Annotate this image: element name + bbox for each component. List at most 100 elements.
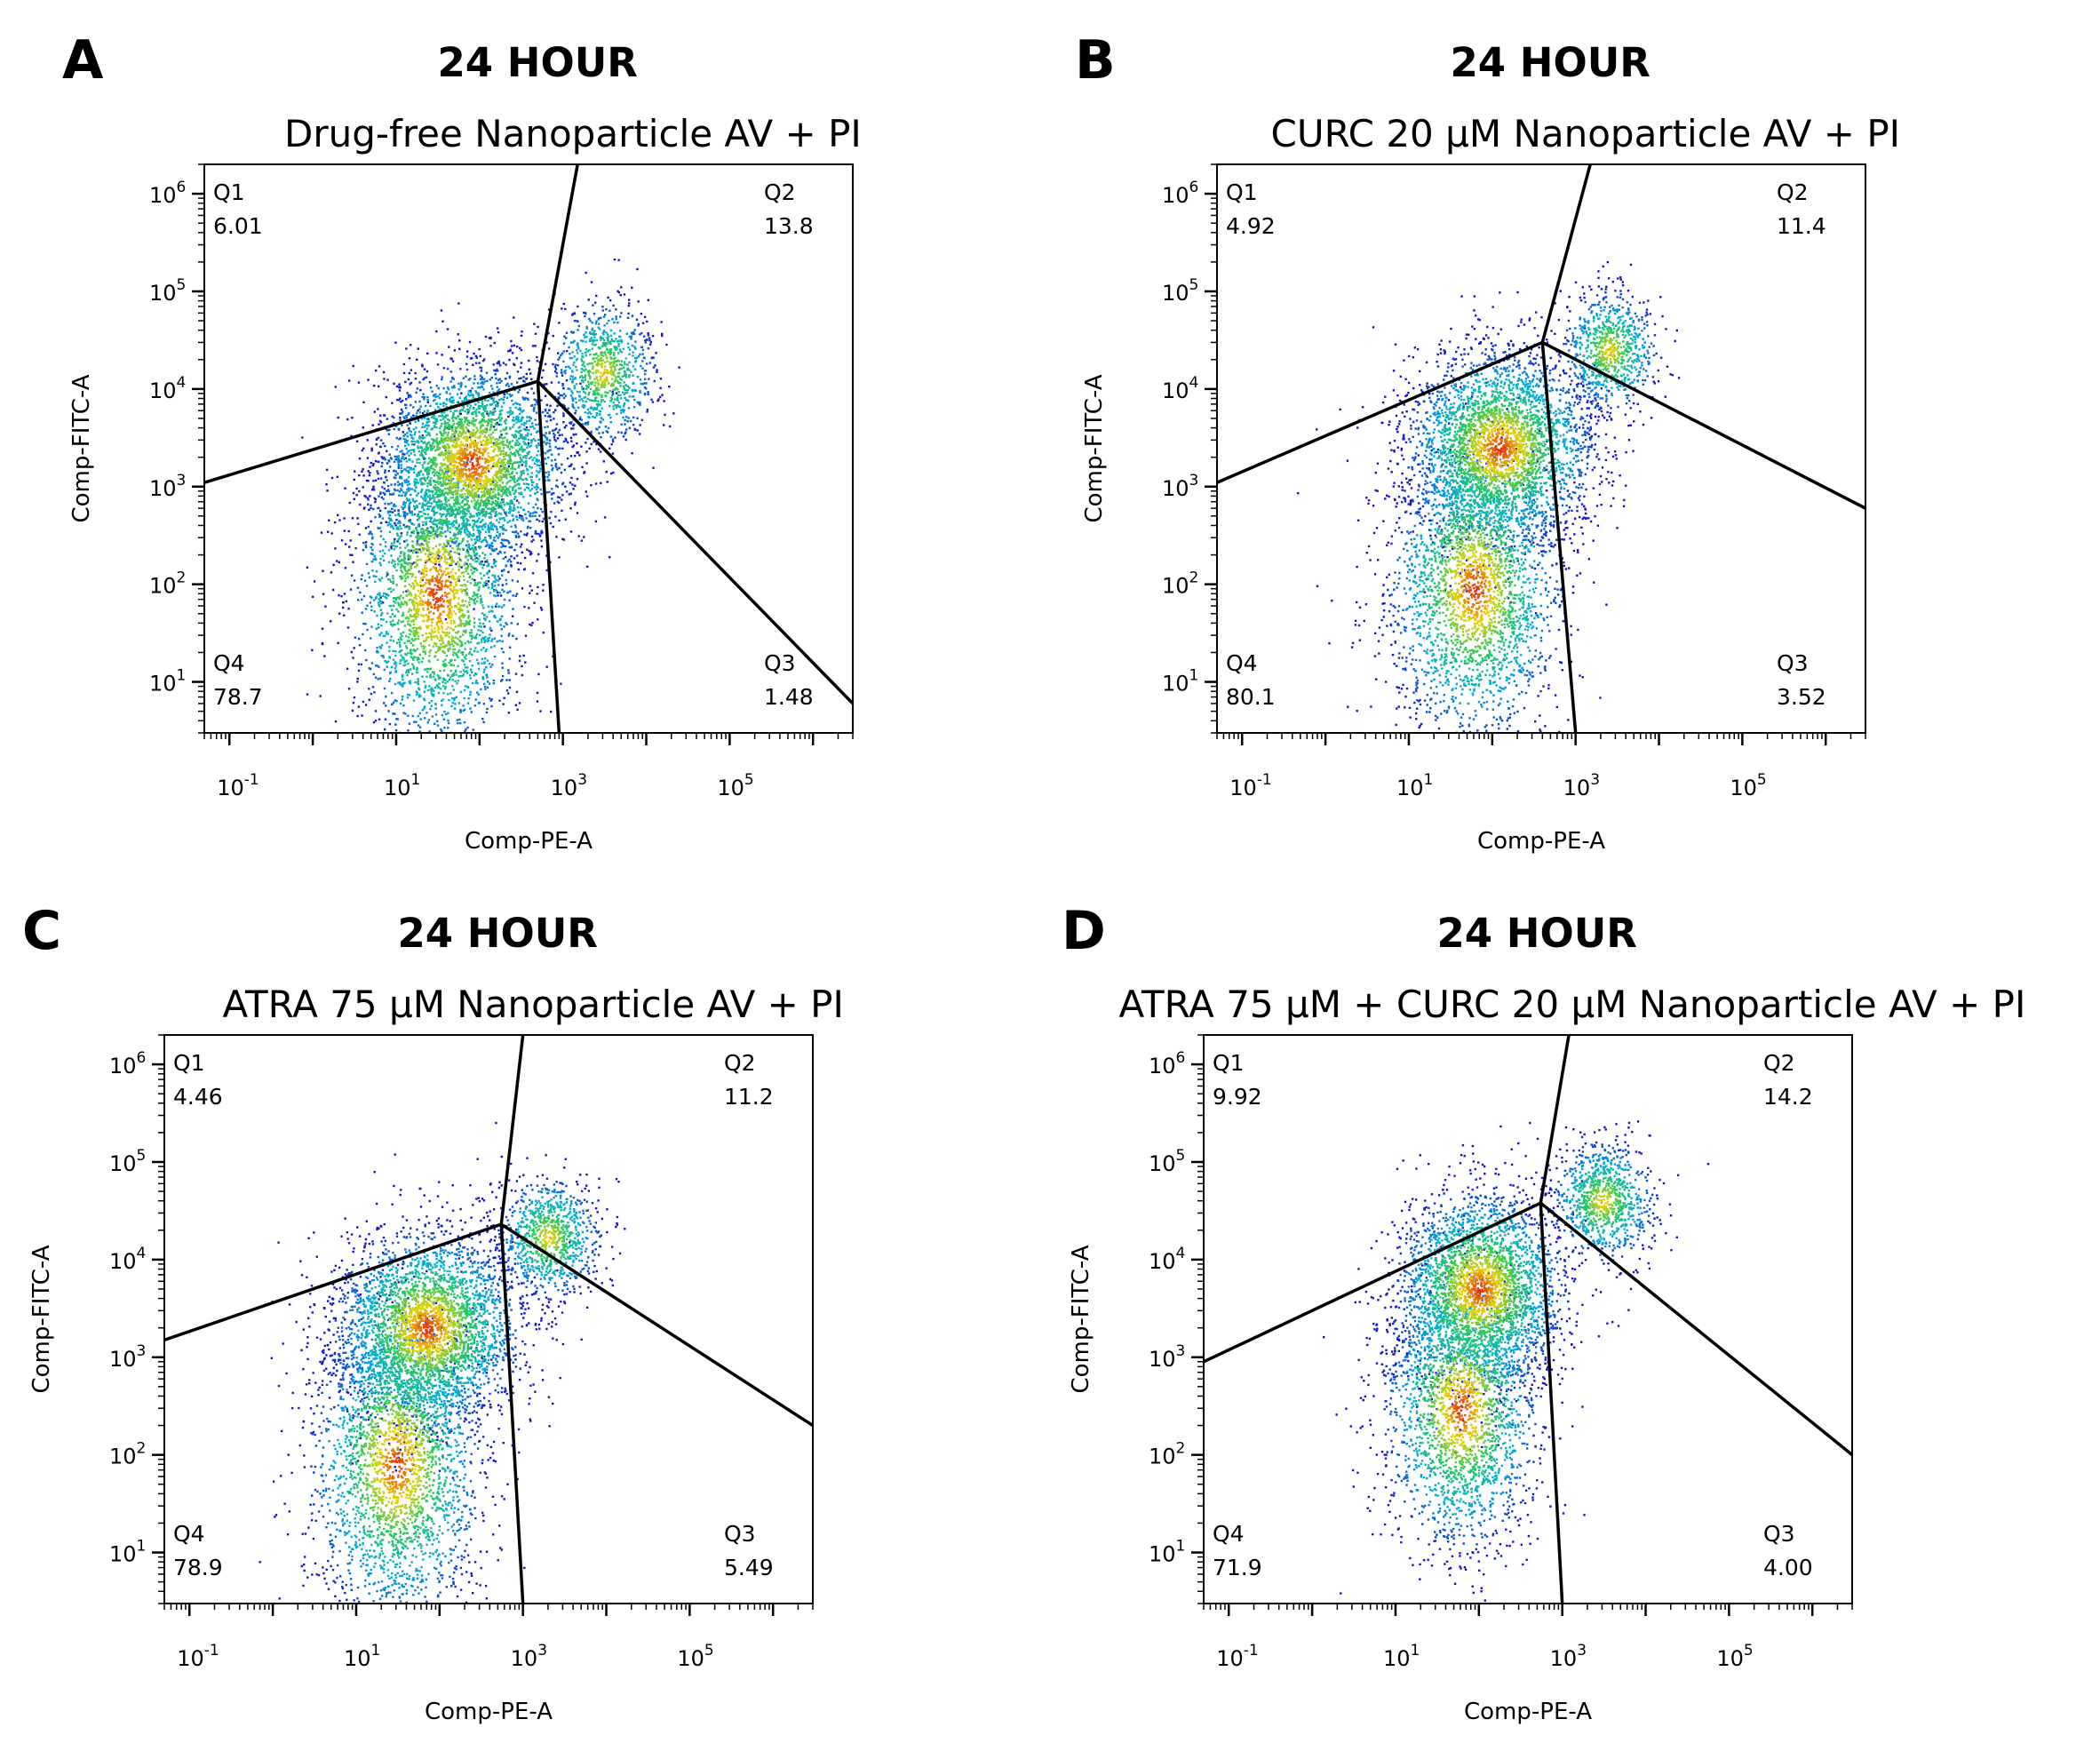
event-dot bbox=[502, 500, 505, 503]
event-dot bbox=[575, 365, 577, 369]
event-dot bbox=[370, 561, 374, 563]
event-dot bbox=[426, 411, 428, 414]
event-dot bbox=[515, 418, 518, 421]
event-dot bbox=[453, 435, 456, 438]
event-dot bbox=[399, 546, 402, 549]
event-dot bbox=[350, 434, 353, 438]
event-dot bbox=[385, 545, 387, 548]
event-dot bbox=[513, 434, 515, 437]
event-dot bbox=[493, 558, 496, 561]
event-dot bbox=[394, 667, 397, 670]
event-dot bbox=[496, 386, 498, 388]
event-dot bbox=[451, 386, 454, 389]
event-dot bbox=[532, 408, 536, 411]
event-dot bbox=[626, 363, 629, 366]
event-dot bbox=[416, 387, 419, 390]
event-dot bbox=[406, 424, 409, 426]
event-dot bbox=[438, 498, 441, 502]
event-dot bbox=[403, 444, 407, 448]
event-dot bbox=[396, 558, 400, 561]
event-dot bbox=[495, 370, 497, 372]
event-dot bbox=[421, 506, 424, 509]
event-dot bbox=[473, 621, 476, 625]
event-dot bbox=[576, 357, 579, 361]
event-dot bbox=[584, 314, 586, 318]
event-dot bbox=[509, 506, 513, 509]
event-dot bbox=[479, 572, 482, 575]
event-dot bbox=[510, 383, 513, 386]
event-dot bbox=[595, 414, 598, 417]
event-dot bbox=[603, 516, 607, 519]
event-dot bbox=[478, 411, 481, 414]
event-dot bbox=[506, 539, 510, 543]
event-dot bbox=[425, 376, 428, 378]
event-dot bbox=[626, 385, 629, 388]
event-dot bbox=[632, 382, 634, 385]
event-dot bbox=[481, 402, 484, 404]
event-dot bbox=[468, 436, 472, 439]
event-dot bbox=[557, 431, 560, 434]
event-dot bbox=[411, 657, 414, 660]
event-dot bbox=[374, 479, 378, 482]
event-dot bbox=[570, 390, 573, 393]
event-dot bbox=[484, 584, 488, 586]
event-dot bbox=[377, 408, 379, 410]
event-dot bbox=[595, 320, 598, 322]
event-dot bbox=[572, 363, 575, 367]
event-dot bbox=[521, 435, 523, 438]
event-dot bbox=[501, 574, 504, 577]
event-dot bbox=[364, 527, 368, 529]
event-dot bbox=[380, 456, 383, 458]
event-dot bbox=[469, 389, 472, 393]
event-dot bbox=[436, 363, 440, 366]
event-dot bbox=[378, 419, 382, 423]
event-dot bbox=[408, 520, 410, 522]
event-dot bbox=[614, 436, 616, 439]
event-dot bbox=[586, 412, 590, 415]
event-dot bbox=[407, 553, 410, 556]
event-dot bbox=[370, 637, 372, 640]
event-dot bbox=[639, 391, 641, 394]
event-dot bbox=[549, 445, 552, 448]
event-dot bbox=[397, 528, 400, 530]
event-dot bbox=[624, 396, 626, 400]
event-dot bbox=[421, 776, 423, 777]
event-dot bbox=[374, 597, 378, 600]
event-dot bbox=[527, 525, 529, 529]
event-dot bbox=[528, 549, 530, 553]
event-dot bbox=[483, 557, 486, 560]
event-dot bbox=[581, 339, 585, 343]
event-dot bbox=[597, 326, 600, 329]
event-dot bbox=[414, 431, 417, 434]
event-dot bbox=[574, 397, 577, 400]
event-dot bbox=[619, 350, 622, 353]
event-dot bbox=[415, 720, 418, 723]
event-dot bbox=[338, 612, 341, 615]
event-dot bbox=[462, 513, 465, 515]
event-dot bbox=[505, 445, 509, 448]
event-dot bbox=[386, 485, 390, 488]
event-dot bbox=[640, 332, 643, 335]
event-dot bbox=[487, 562, 490, 565]
event-dot bbox=[418, 458, 420, 461]
event-dot bbox=[466, 519, 469, 522]
event-dot bbox=[453, 472, 456, 475]
event-dot bbox=[393, 427, 395, 431]
event-dot bbox=[415, 426, 418, 429]
event-dot bbox=[455, 418, 457, 420]
event-dot bbox=[418, 517, 421, 520]
event-dot bbox=[416, 504, 418, 507]
event-dot bbox=[489, 426, 492, 429]
event-dot bbox=[507, 712, 510, 714]
event-dot bbox=[388, 530, 392, 533]
event-dot bbox=[562, 386, 565, 390]
event-dot bbox=[436, 445, 439, 449]
event-dot bbox=[343, 517, 346, 520]
event-dot bbox=[525, 426, 529, 429]
event-dot bbox=[435, 352, 438, 354]
event-dot bbox=[408, 482, 411, 486]
event-dot bbox=[453, 532, 456, 535]
event-dot bbox=[643, 315, 647, 318]
event-dot bbox=[418, 430, 421, 434]
event-dot bbox=[431, 390, 434, 393]
